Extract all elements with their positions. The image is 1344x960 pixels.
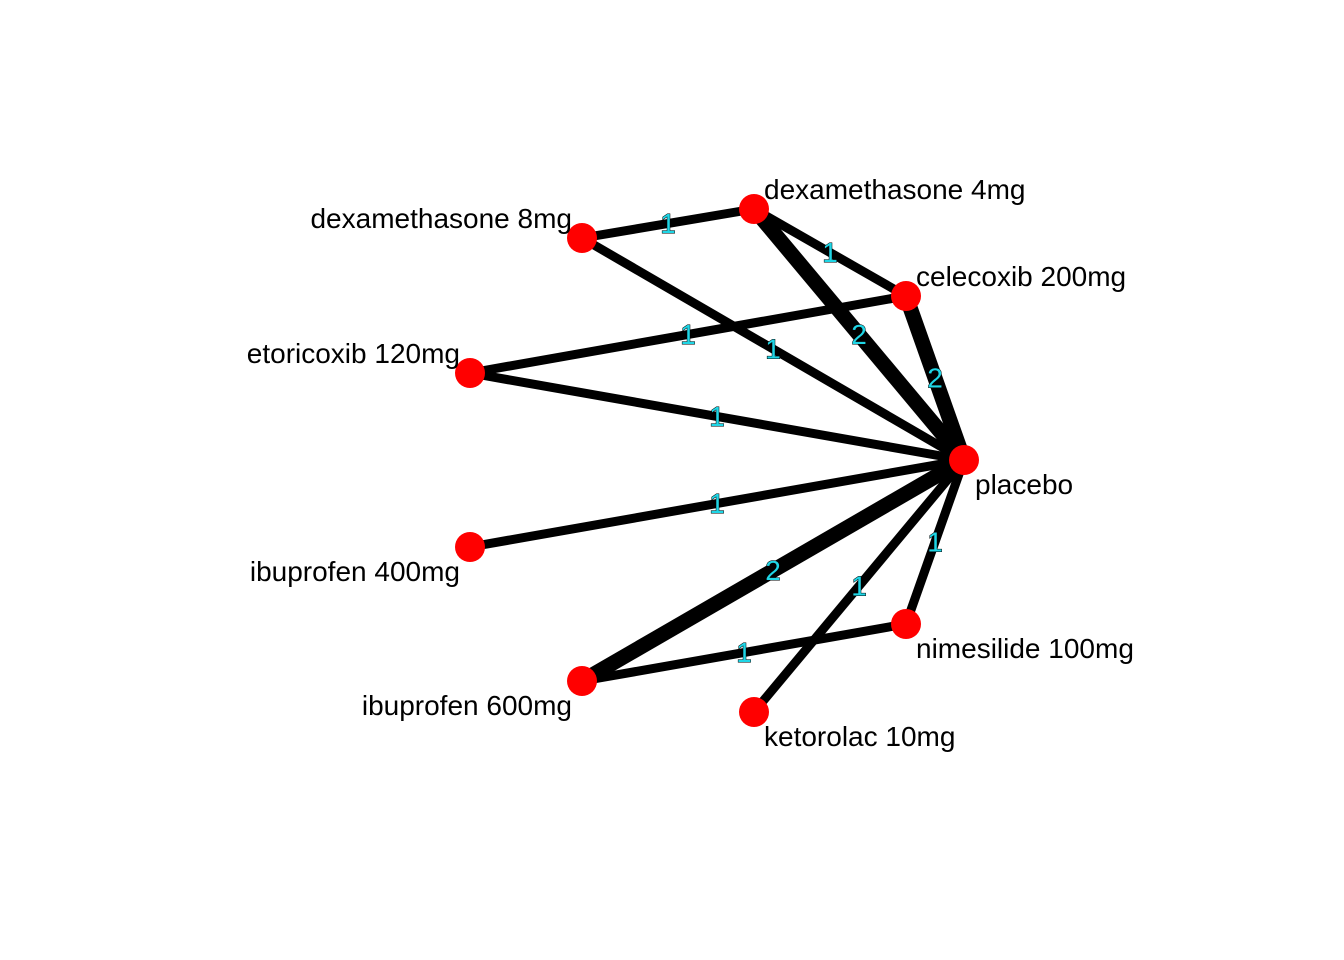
edge-i4-pla [469,455,965,552]
node-label-ket: ketorolac 10mg [764,721,955,752]
edge-nim-pla [901,458,969,626]
node-eto [455,358,485,388]
edge-label-d8-d4: 1 [660,208,676,239]
edge-label-d8-pla: 1 [765,334,781,365]
node-label-pla: placebo [975,469,1073,500]
edge-label-eto-pla: 1 [709,401,725,432]
edge-label-i6-pla: 2 [765,555,781,586]
edge-label-ket-pla: 1 [851,571,867,602]
node-d4 [739,194,769,224]
node-pla [949,445,979,475]
edge-label-cel-eto: 1 [680,319,696,350]
node-i4 [455,532,485,562]
node-label-i6: ibuprofen 600mg [362,690,572,721]
node-nim [891,609,921,639]
nodes-layer [455,194,979,727]
node-d8 [567,223,597,253]
edge-d4-cel [751,205,909,300]
node-label-nim: nimesilide 100mg [916,633,1134,664]
edge-eto-pla [469,368,965,465]
edge-label-d4-pla: 2 [851,319,867,350]
edge-label-cel-pla: 2 [927,363,943,394]
node-label-eto: etoricoxib 120mg [247,338,460,369]
edge-cel-pla [898,293,972,463]
node-label-d4: dexamethasone 4mg [764,174,1026,205]
edge-label-d4-cel: 1 [822,237,838,268]
node-cel [891,281,921,311]
node-label-cel: celecoxib 200mg [916,261,1126,292]
edge-d8-pla [579,234,967,464]
edge-ket-pla [750,457,968,715]
edge-d8-d4 [581,204,755,243]
edge-label-nim-pla: 1 [927,527,943,558]
edge-labels-layer: 1 1 1 2 1 2 1 1 2 1 1 1 [660,208,944,669]
edge-i6-nim [581,619,907,686]
edge-i6-pla [578,453,968,688]
edges-layer [469,204,972,715]
node-label-d8: dexamethasone 8mg [310,203,572,234]
node-ket [739,697,769,727]
edge-cel-eto [469,291,907,378]
node-labels-layer: dexamethasone 8mg dexamethasone 4mg celeco… [247,174,1134,752]
edge-d4-pla [748,204,970,465]
node-i6 [567,666,597,696]
edge-label-i6-nim: 1 [736,637,752,668]
node-label-i4: ibuprofen 400mg [250,556,460,587]
edge-label-i4-pla: 1 [709,488,725,519]
